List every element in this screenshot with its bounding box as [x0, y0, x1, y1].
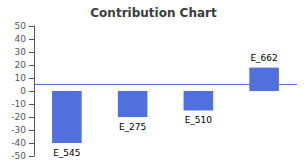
- svg-text:E_662: E_662: [250, 53, 277, 63]
- svg-text:20: 20: [15, 60, 27, 70]
- svg-text:E_275: E_275: [119, 122, 146, 132]
- svg-text:50: 50: [15, 21, 27, 31]
- svg-text:-30: -30: [11, 125, 26, 135]
- svg-text:-20: -20: [11, 112, 26, 122]
- svg-text:10: 10: [15, 73, 27, 83]
- svg-text:-10: -10: [11, 99, 26, 109]
- svg-text:0: 0: [20, 86, 26, 96]
- svg-text:30: 30: [15, 47, 27, 57]
- svg-text:E_510: E_510: [185, 115, 213, 125]
- svg-text:40: 40: [15, 34, 27, 44]
- svg-text:-40: -40: [11, 138, 26, 148]
- svg-text:-50: -50: [11, 151, 26, 161]
- svg-text:E_545: E_545: [53, 148, 80, 158]
- svg-text:Contribution Chart: Contribution Chart: [90, 6, 217, 20]
